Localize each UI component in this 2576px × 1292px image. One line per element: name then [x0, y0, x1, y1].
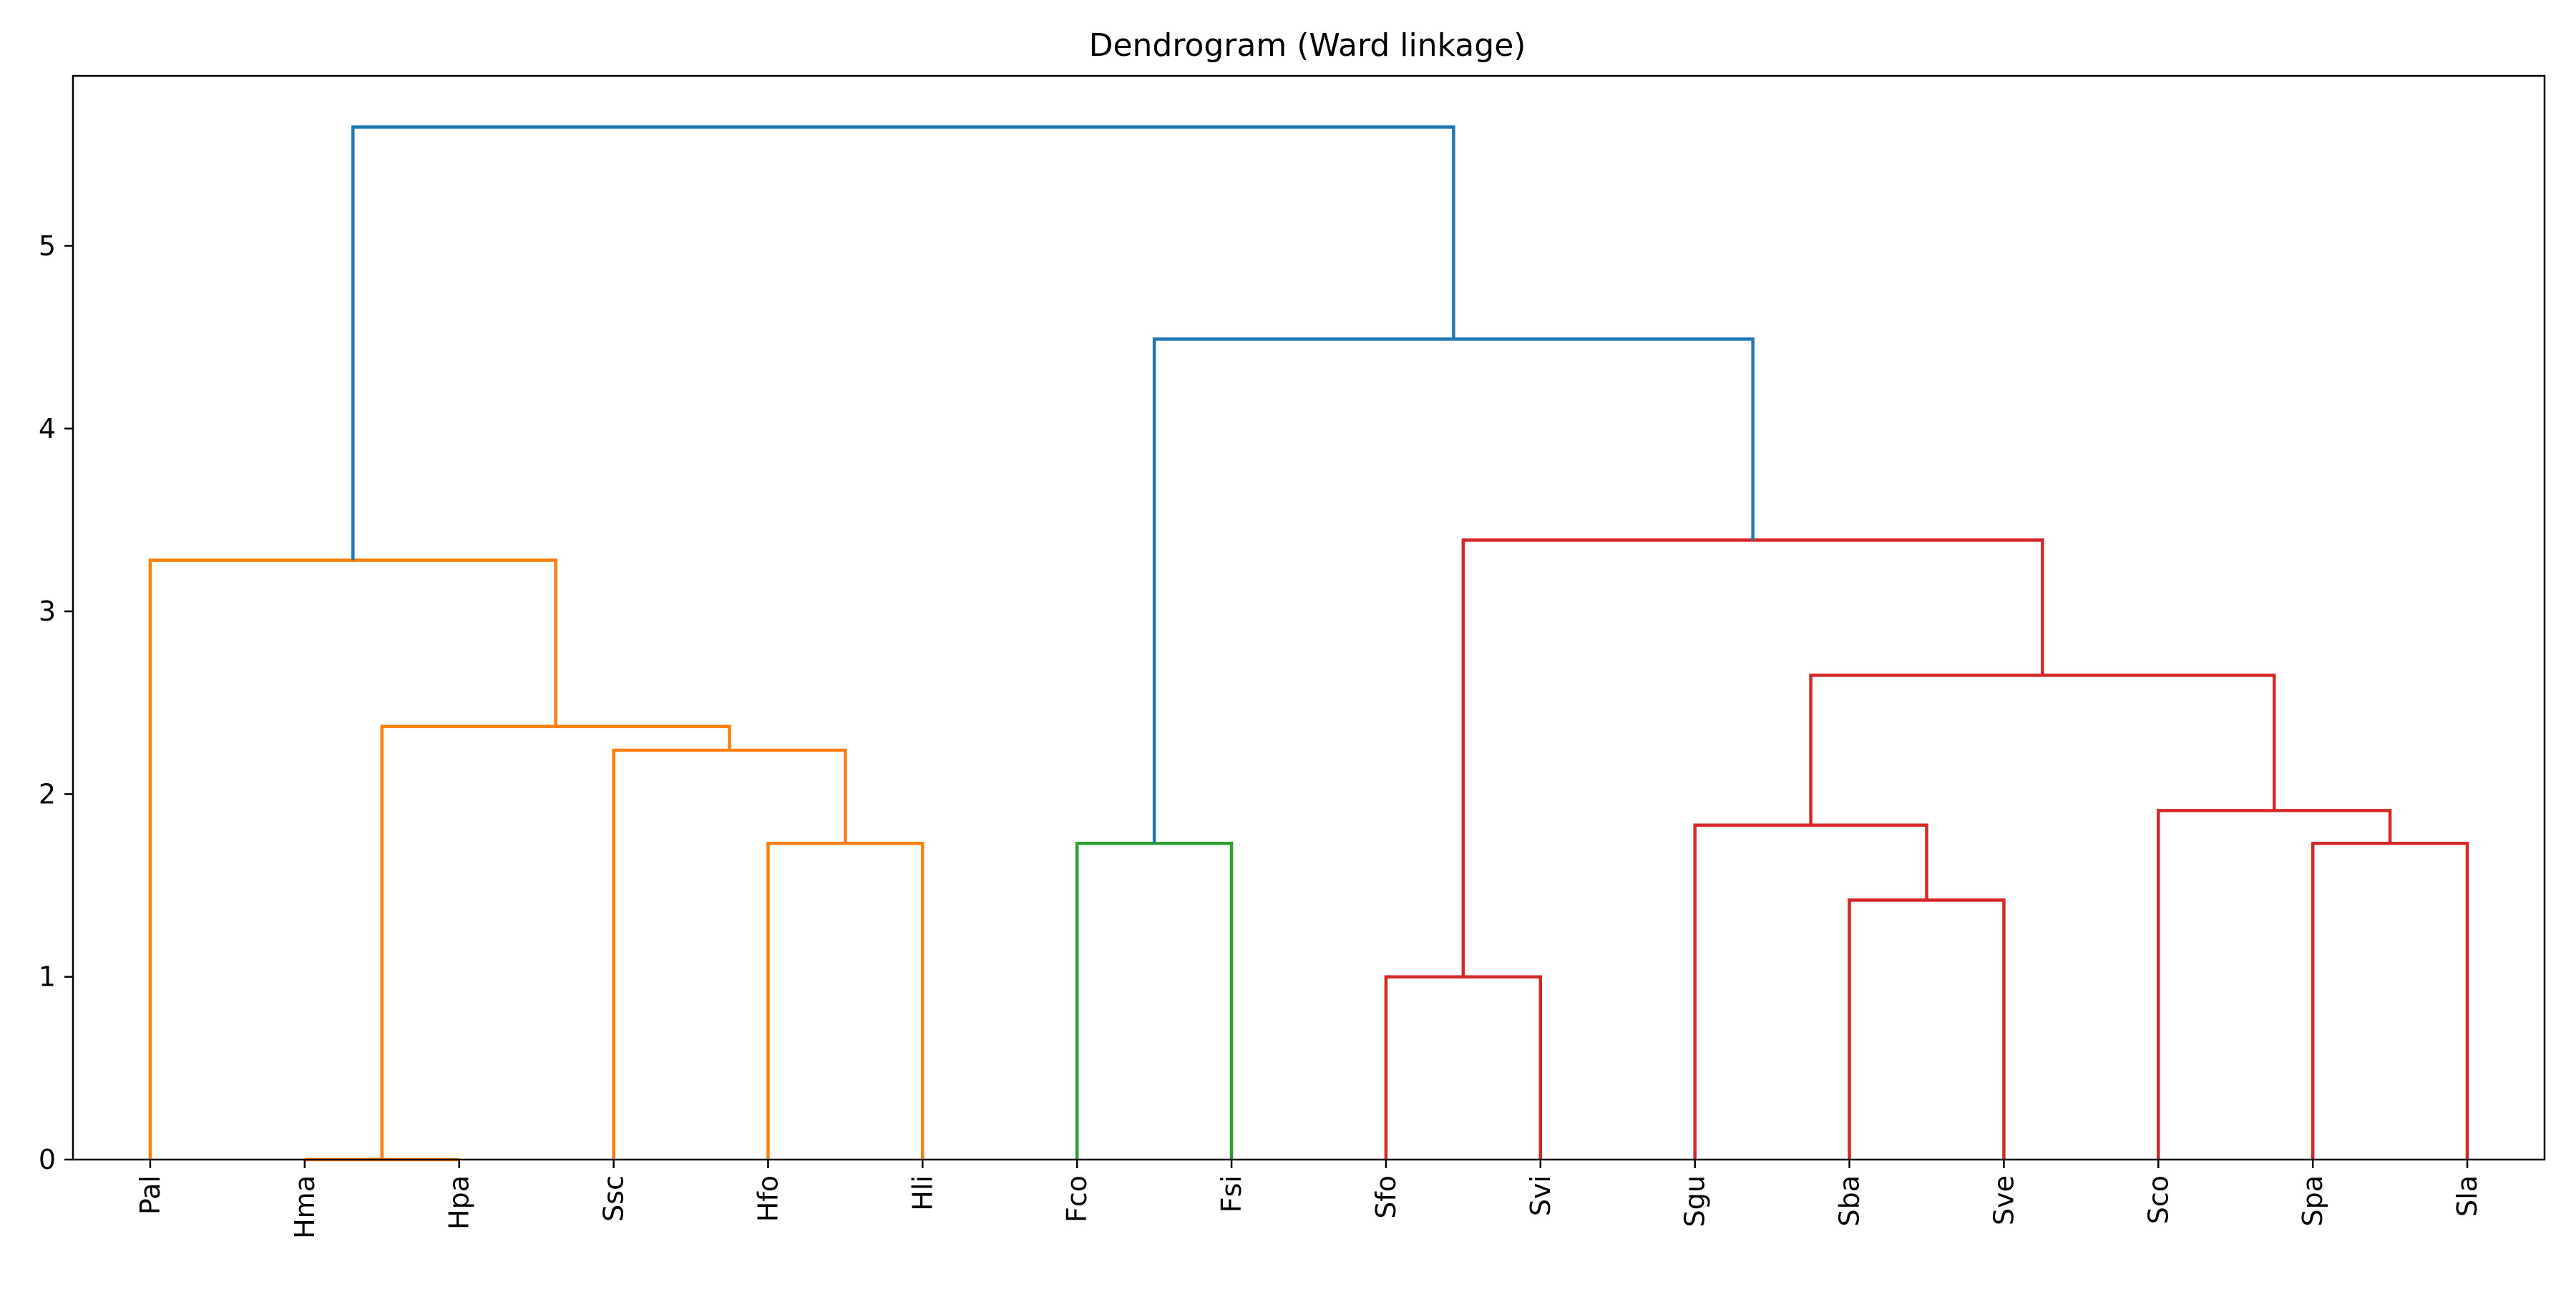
- y-tick-label: 1: [39, 961, 56, 993]
- dendrogram-link-10: [2311, 842, 2469, 1160]
- leaf-label-hfo: Hfo: [752, 1175, 784, 1222]
- y-tick-label: 2: [39, 778, 56, 810]
- chart-title: Dendrogram (Ward linkage): [1089, 27, 1526, 64]
- dendrogram-link-7: [1384, 975, 1543, 1160]
- leaf-label-sba: Sba: [1834, 1175, 1865, 1227]
- dendrogram-link-2: [766, 842, 924, 1160]
- dendrogram-link-6: [1075, 842, 1234, 1160]
- leaf-label-hpa: Hpa: [444, 1175, 475, 1230]
- axes: 0 1 2 3 4 5 Pal Hma Hpa Ssc Hfo Hli Fco Fsi Sfo Svi Sgu S…: [39, 74, 2546, 1239]
- leaf-label-sco: Sco: [2142, 1175, 2174, 1224]
- leaf-label-svi: Svi: [1525, 1175, 1556, 1216]
- y-tick-label: 0: [39, 1144, 56, 1175]
- leaf-label-hma: Hma: [289, 1175, 321, 1239]
- leaf-label-sfo: Sfo: [1370, 1175, 1402, 1219]
- dendrogram-link-9: [1693, 823, 1928, 1160]
- dendrogram-link-5: [148, 558, 557, 1160]
- dendrogram-link-12: [1809, 674, 2276, 825]
- dendrogram-links: [148, 125, 2469, 1162]
- dendrogram-link-13: [1461, 538, 2044, 977]
- leaf-label-sla: Sla: [2451, 1175, 2483, 1217]
- y-tick-label: 4: [39, 413, 56, 445]
- plot-frame: [72, 74, 2546, 1161]
- leaf-label-fco: Fco: [1061, 1175, 1093, 1223]
- dendrogram-link-11: [2157, 809, 2392, 1160]
- dendrogram-link-3: [612, 748, 847, 1160]
- leaf-label-spa: Spa: [2297, 1175, 2328, 1227]
- dendrogram-link-4: [380, 724, 731, 1160]
- leaf-label-hli: Hli: [907, 1175, 938, 1211]
- leaf-label-fsi: Fsi: [1216, 1175, 1247, 1213]
- y-tick-label: 3: [39, 596, 56, 627]
- leaf-label-sve: Sve: [1988, 1175, 2019, 1225]
- leaf-label-pal: Pal: [135, 1175, 166, 1215]
- dendrogram-link-14: [1152, 337, 1755, 844]
- leaf-label-ssc: Ssc: [598, 1175, 630, 1222]
- dendrogram-link-8: [1848, 898, 2006, 1160]
- leaf-label-sgu: Sgu: [1679, 1175, 1711, 1227]
- dendrogram-link-15: [351, 125, 1455, 560]
- y-tick-label: 5: [39, 230, 56, 261]
